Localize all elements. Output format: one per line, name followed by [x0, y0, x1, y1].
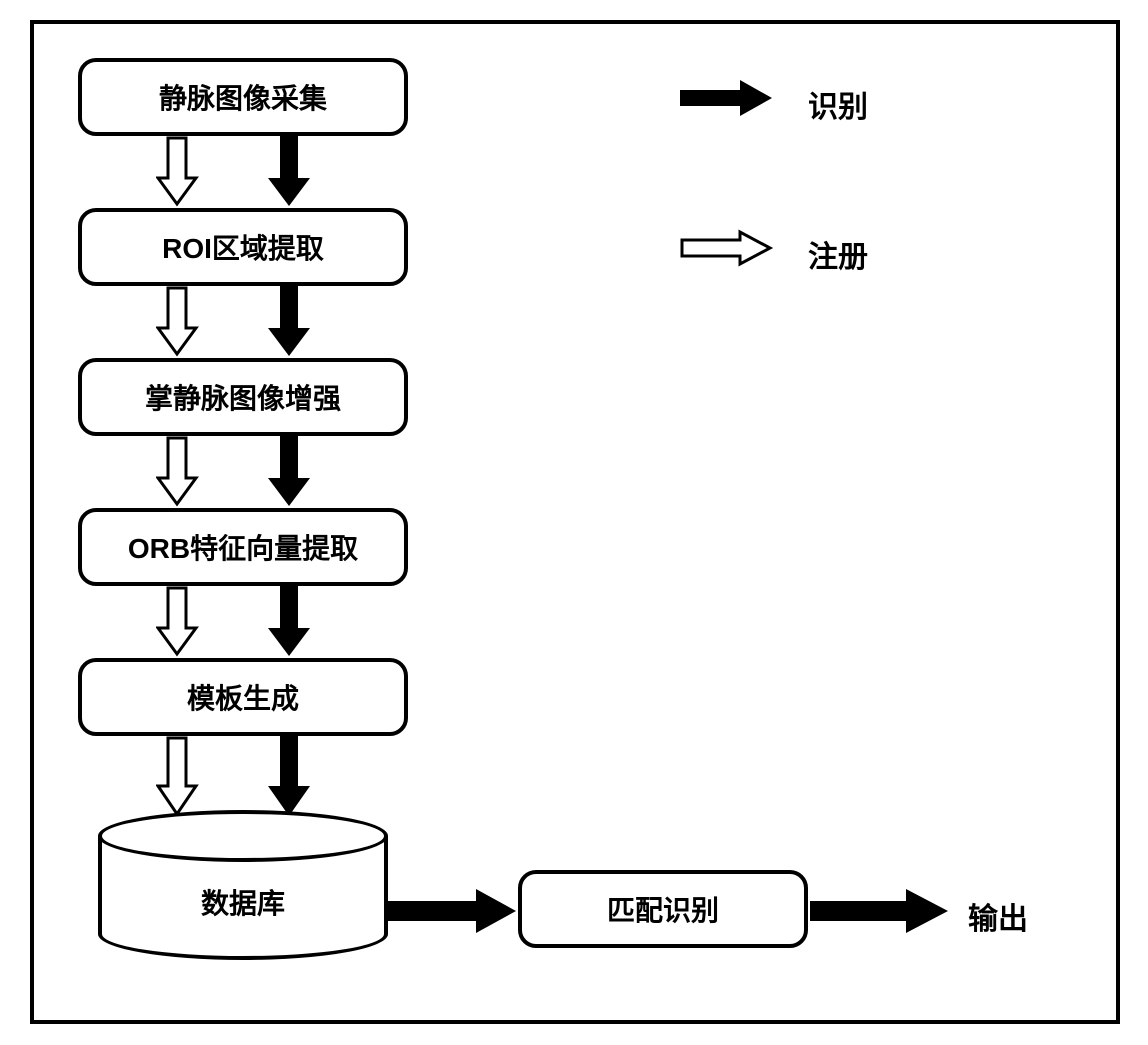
- node-database: 数据库: [98, 810, 388, 960]
- arrow-n2-n3-hollow: [156, 286, 200, 358]
- node-orb-feature: ORB特征向量提取: [78, 508, 408, 586]
- node-enhance: 掌静脉图像增强: [78, 358, 408, 436]
- node-template-gen: 模板生成: [78, 658, 408, 736]
- arrow-match-output-solid: [810, 889, 950, 933]
- arrow-n3-n4-hollow: [156, 436, 200, 508]
- legend-solid-arrow-icon: [680, 78, 775, 118]
- node-vein-capture: 静脉图像采集: [78, 58, 408, 136]
- legend-register-label: 注册: [808, 232, 868, 276]
- legend-recognize-label: 识别: [808, 82, 868, 126]
- arrow-n5-db-hollow: [156, 736, 200, 818]
- arrow-db-match-solid: [388, 889, 518, 933]
- node-output-label: 输出: [968, 894, 1028, 938]
- arrow-n2-n3-solid: [268, 286, 312, 358]
- legend-hollow-arrow-icon: [680, 228, 775, 268]
- node-roi-extract: ROI区域提取: [78, 208, 408, 286]
- node-match: 匹配识别: [518, 870, 808, 948]
- arrow-n1-n2-hollow: [156, 136, 200, 208]
- node-database-label: 数据库: [98, 882, 388, 922]
- arrow-n4-n5-solid: [268, 586, 312, 658]
- arrow-n5-db-solid: [268, 736, 312, 818]
- arrow-n3-n4-solid: [268, 436, 312, 508]
- arrow-n4-n5-hollow: [156, 586, 200, 658]
- arrow-n1-n2-solid: [268, 136, 312, 208]
